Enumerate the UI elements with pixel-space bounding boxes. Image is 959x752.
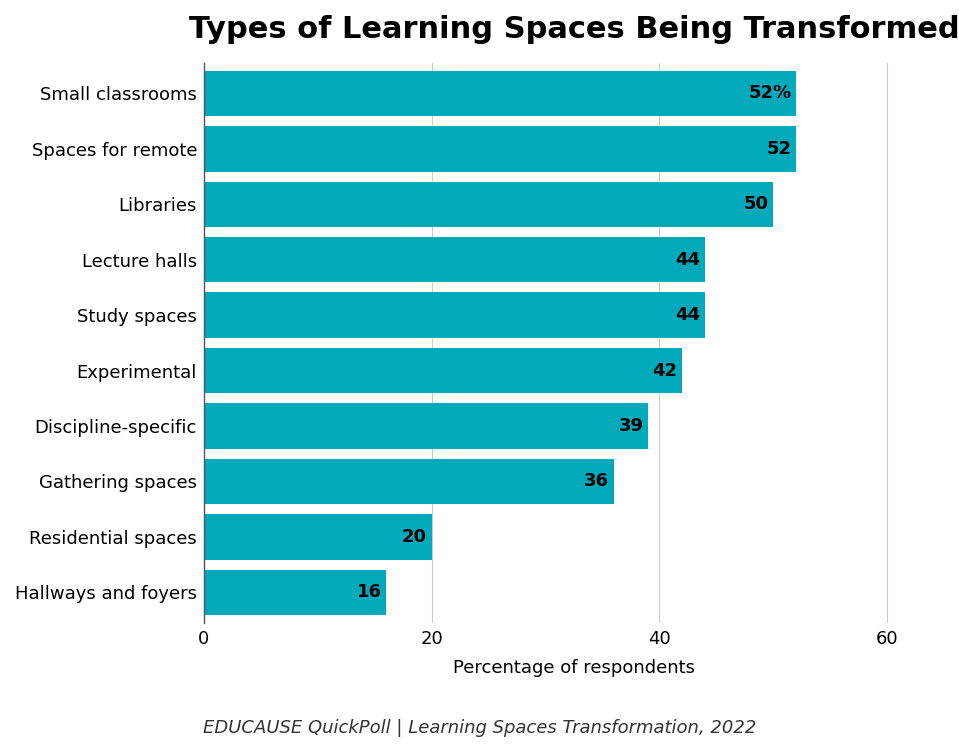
Text: 39: 39	[619, 417, 643, 435]
Text: EDUCAUSE QuickPoll | Learning Spaces Transformation, 2022: EDUCAUSE QuickPoll | Learning Spaces Tra…	[202, 719, 757, 737]
Bar	[204, 348, 682, 393]
X-axis label: Percentage of respondents: Percentage of respondents	[453, 659, 695, 677]
Title: Types of Learning Spaces Being Transformed: Types of Learning Spaces Being Transform…	[189, 15, 959, 44]
Bar	[204, 569, 386, 615]
Text: 50: 50	[743, 196, 769, 214]
Text: 52: 52	[766, 140, 791, 158]
Bar	[204, 293, 705, 338]
Bar	[204, 237, 705, 283]
Bar	[204, 514, 432, 559]
Text: 52%: 52%	[748, 84, 791, 102]
Text: 44: 44	[675, 250, 700, 268]
Bar	[204, 126, 796, 171]
Bar	[204, 403, 648, 449]
Text: 44: 44	[675, 306, 700, 324]
Bar	[204, 71, 796, 117]
Bar	[204, 459, 614, 504]
Text: 36: 36	[584, 472, 609, 490]
Text: 42: 42	[652, 362, 678, 380]
Text: 20: 20	[402, 528, 427, 546]
Text: 16: 16	[357, 584, 382, 602]
Bar	[204, 181, 773, 227]
